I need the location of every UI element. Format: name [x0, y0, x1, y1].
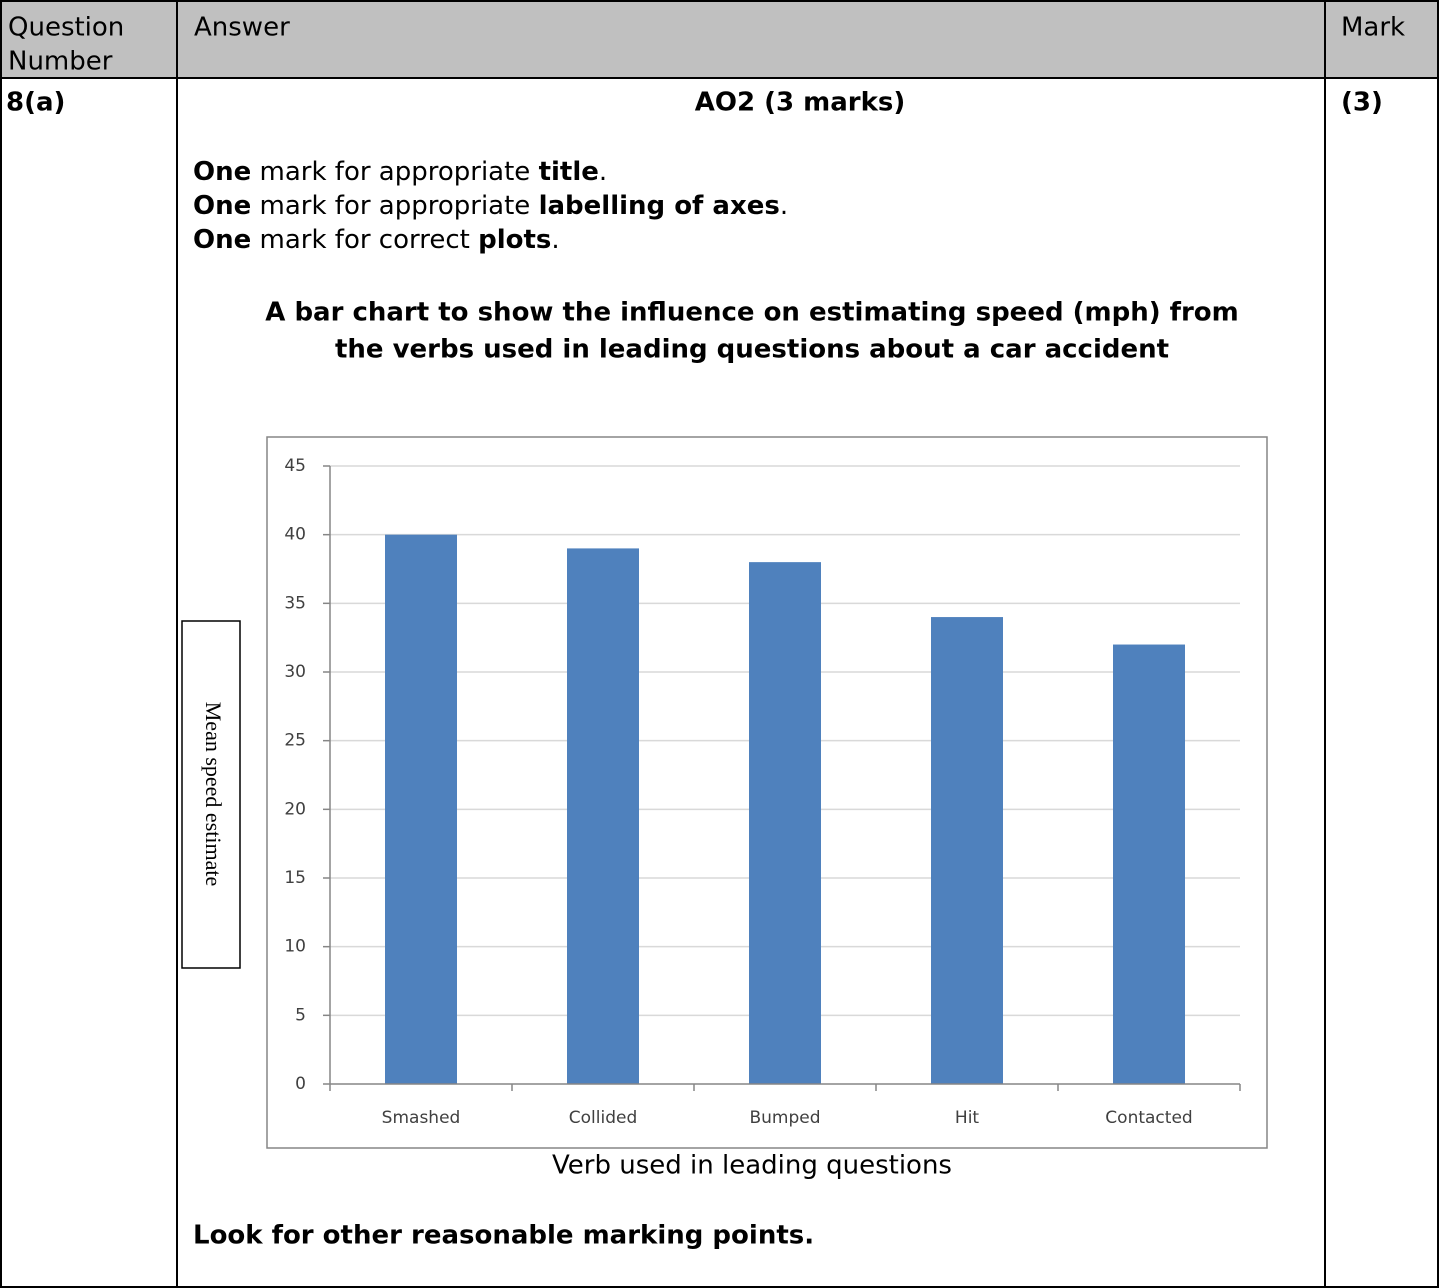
criterion-part: One — [193, 225, 251, 255]
y-tick-label: 35 — [284, 593, 306, 613]
chart-title: A bar chart to show the influence on est… — [265, 298, 1238, 328]
y-tick-label: 20 — [284, 799, 306, 819]
criterion-part: . — [780, 191, 788, 221]
note: Look for other reasonable marking points… — [193, 1221, 814, 1251]
y-tick-label: 10 — [284, 937, 306, 957]
criterion-part: plots — [478, 225, 551, 255]
header-background — [0, 0, 1439, 78]
y-tick-label: 25 — [284, 731, 306, 751]
y-tick-label: 15 — [284, 868, 306, 888]
mark: (3) — [1341, 88, 1383, 118]
header-question: Number — [8, 47, 113, 77]
x-axis-label: Verb used in leading questions — [552, 1151, 952, 1181]
x-tick-label: Hit — [955, 1108, 980, 1128]
bar — [567, 548, 639, 1084]
criterion: One mark for appropriate title. — [193, 157, 607, 187]
criterion: One mark for correct plots. — [193, 225, 560, 255]
criterion-part: title — [539, 157, 599, 187]
y-tick-label: 40 — [284, 525, 306, 545]
y-tick-label: 30 — [284, 662, 306, 682]
bar — [385, 534, 457, 1084]
x-tick-label: Smashed — [382, 1108, 461, 1128]
y-axis-label: Mean speed estimate — [201, 702, 226, 887]
criterion-part: . — [599, 157, 607, 187]
criterion-part: mark for appropriate — [251, 191, 538, 221]
y-tick-label: 45 — [284, 456, 306, 476]
x-tick-label: Contacted — [1105, 1108, 1192, 1128]
chart-title: the verbs used in leading questions abou… — [335, 335, 1169, 365]
criterion-part: One — [193, 191, 251, 221]
bar — [749, 562, 821, 1084]
y-label-box — [181, 620, 241, 969]
criterion-part: . — [551, 225, 559, 255]
criterion-part: One — [193, 157, 251, 187]
header-question: Question — [8, 13, 124, 43]
y-tick-label: 5 — [295, 1005, 306, 1025]
criterion-part: mark for appropriate — [251, 157, 538, 187]
heading: AO2 (3 marks) — [695, 88, 906, 118]
x-tick-label: Collided — [569, 1108, 637, 1128]
header-answer: Answer — [194, 13, 290, 43]
header-mark: Mark — [1341, 13, 1405, 43]
bar — [931, 617, 1003, 1084]
x-tick-label: Bumped — [749, 1108, 820, 1128]
criterion: One mark for appropriate labelling of ax… — [193, 191, 788, 221]
y-tick-label: 0 — [295, 1074, 306, 1094]
question-number: 8(a) — [6, 88, 65, 118]
criterion-part: labelling of axes — [539, 191, 780, 221]
bar — [1113, 644, 1185, 1084]
criterion-part: mark for correct — [251, 225, 478, 255]
